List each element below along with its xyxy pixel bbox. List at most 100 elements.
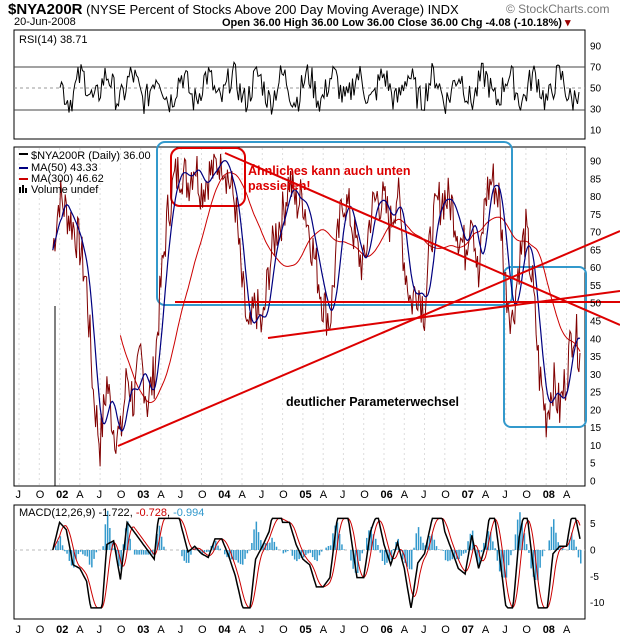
macd-prefix: MACD(12,26,9) — [19, 507, 95, 519]
chart-title: $NYA200R (NYSE Percent of Stocks Above 2… — [8, 1, 459, 18]
x-axis-label: J — [178, 624, 184, 636]
macd-histogram-bar — [203, 550, 206, 553]
macd-histogram-bar — [534, 550, 537, 580]
macd-histogram-bar — [514, 534, 517, 550]
main-tick: 55 — [590, 281, 602, 292]
macd-histogram-bar — [314, 550, 316, 560]
x-axis-label: A — [320, 489, 328, 501]
macd-histogram-bar — [487, 531, 490, 550]
main-tick: 45 — [590, 317, 602, 328]
main-tick: 10 — [590, 441, 602, 452]
macd-histogram-bar — [287, 550, 289, 552]
macd-tick: -10 — [590, 598, 605, 609]
macd-histogram-bar — [496, 550, 499, 561]
x-axis-label: 05 — [299, 489, 311, 501]
macd-histogram-bar — [246, 550, 249, 554]
x-axis-label: 06 — [381, 624, 393, 636]
macd-histogram-bar — [185, 550, 188, 563]
macd-histogram-bar — [140, 550, 143, 555]
macd-histogram-bar — [224, 550, 226, 555]
main-tick: 30 — [590, 370, 602, 381]
ohlc-readout: Open 36.00 High 36.00 Low 36.00 Close 36… — [222, 17, 571, 29]
rsi-line — [59, 60, 580, 115]
macd-histogram-bar — [442, 550, 445, 551]
macd-histogram-bar — [201, 550, 203, 554]
x-axis-label: A — [76, 624, 84, 636]
macd-histogram-bar — [553, 519, 555, 550]
macd-histogram-bar — [361, 550, 363, 554]
macd-histogram-bar — [61, 545, 64, 550]
x-axis-label: J — [259, 489, 265, 501]
macd-histogram-bar — [483, 542, 485, 550]
macd-histogram-bar — [118, 550, 120, 567]
macd-histogram-bar — [528, 550, 530, 553]
macd-histogram-bar — [573, 539, 575, 550]
macd-histogram-bar — [239, 550, 242, 565]
x-axis-label: A — [76, 489, 84, 501]
macd-histogram-bar — [341, 544, 343, 550]
macd-histogram-bar — [530, 550, 532, 569]
main-tick: 20 — [590, 405, 602, 416]
x-axis-label: J — [502, 624, 508, 636]
rsi-tick: 50 — [590, 84, 602, 95]
x-axis-label: O — [279, 624, 288, 636]
macd-histogram-bar — [386, 550, 388, 563]
x-axis-label: J — [340, 624, 346, 636]
macd-histogram-bar — [550, 526, 553, 550]
brand-watermark: © StockCharts.com — [506, 2, 610, 16]
macd-histogram-bar — [149, 550, 152, 555]
macd-histogram-bar — [190, 550, 192, 555]
rsi-ticks: 90 70 50 30 10 — [590, 42, 602, 137]
x-axis-label: 06 — [381, 489, 393, 501]
x-axis-label: J — [340, 489, 346, 501]
macd-histogram-bar — [251, 543, 253, 550]
x-axis-label: J — [502, 489, 508, 501]
x-axis-top: J O 02 A J O 03 A J O 04 A J O 05 A J O 06 A J O 07 A J O 08 A — [16, 489, 572, 501]
macd-histogram-bar — [375, 538, 377, 550]
main-tick: 65 — [590, 245, 602, 256]
macd-histogram-bar — [88, 550, 91, 565]
macd-histogram-bar — [406, 550, 408, 567]
macd-histogram-bar — [102, 546, 104, 550]
macd-tick: 0 — [590, 546, 596, 557]
x-axis-label: O — [198, 489, 207, 501]
rsi-tick: 10 — [590, 126, 602, 137]
macd-histogram-bar — [494, 548, 496, 550]
x-axis-label: O — [441, 489, 450, 501]
macd-histogram-bar — [260, 540, 262, 550]
macd-histogram-bar — [109, 528, 111, 550]
macd-histogram-bar — [548, 540, 550, 550]
legend-swatch-price — [19, 153, 28, 155]
macd-histogram-bar — [293, 550, 296, 560]
x-axis-label: 03 — [137, 489, 149, 501]
x-axis-label: 02 — [56, 489, 68, 501]
macd-histogram-bar — [104, 524, 107, 550]
macd-histogram-bar — [359, 550, 361, 561]
rsi-tick: 70 — [590, 63, 602, 74]
x-axis-label: O — [522, 489, 531, 501]
macd-histogram-bar — [68, 550, 71, 561]
macd-histogram-bar — [384, 550, 386, 565]
macd-histogram-bar — [291, 550, 294, 556]
x-axis-label: O — [360, 624, 369, 636]
main-tick: 90 — [590, 157, 602, 168]
macd-histogram-bar — [75, 550, 77, 560]
macd-line — [52, 517, 581, 609]
macd-histogram-bar — [305, 550, 307, 555]
macd-histogram-bar — [451, 550, 454, 560]
macd-histogram-bar — [138, 550, 140, 555]
x-axis-label: A — [563, 624, 571, 636]
macd-histogram-bar — [537, 550, 539, 581]
x-axis-label: 03 — [137, 624, 149, 636]
macd-histogram-bar — [253, 529, 255, 550]
macd-histogram-bar — [420, 536, 422, 550]
macd-histogram-bar — [521, 522, 523, 550]
macd-histogram-bar — [318, 550, 321, 556]
macd-histogram-bar — [327, 546, 330, 550]
ma50-line — [52, 159, 581, 432]
macd-histogram-bar — [478, 550, 481, 567]
macd-histogram-bar — [55, 545, 57, 550]
macd-histogram-bar — [309, 550, 312, 553]
x-axis-label: O — [198, 624, 207, 636]
x-axis-label: A — [401, 624, 409, 636]
